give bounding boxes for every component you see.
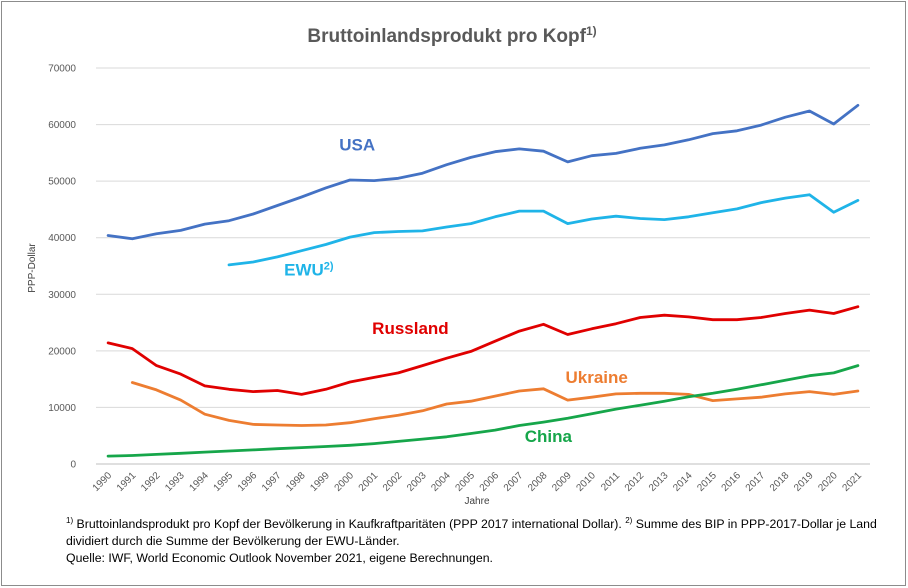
x-tick-labels: 1990 1991 1992 1993 1994 1995 1996 1997 1998 1999…: [91, 470, 865, 494]
x-tick-label: 2004: [429, 470, 453, 494]
x-tick-label: 1996: [236, 470, 260, 494]
x-tick-label: 2011: [599, 470, 622, 493]
footnote-1-text: Bruttoinlandsprodukt pro Kopf der Bevölk…: [73, 517, 626, 531]
x-tick-label: 2021: [841, 470, 865, 494]
x-tick-label: 2000: [333, 470, 357, 494]
x-tick-label: 2001: [357, 470, 381, 494]
y-tick-label: 60000: [48, 120, 76, 131]
x-tick-label: 2007: [502, 470, 526, 494]
x-tick-label: 1998: [284, 470, 308, 494]
x-tick-label: 2017: [744, 470, 768, 494]
footnote-text: 1) Bruttoinlandsprodukt pro Kopf der Bev…: [66, 516, 886, 550]
footnote-1-marker: 1): [66, 516, 74, 525]
x-tick-label: 1990: [91, 470, 115, 494]
y-tick-label: 50000: [48, 177, 76, 188]
x-tick-label: 2014: [671, 470, 695, 494]
x-tick-label: 2010: [574, 470, 598, 494]
x-axis-label: Jahre: [464, 496, 489, 507]
series-label-usa: USA: [339, 136, 375, 155]
x-tick-label: 2002: [381, 470, 405, 494]
x-tick-label: 1992: [139, 470, 163, 494]
series-line-ukraine: [130, 381, 860, 427]
y-tick-label: 20000: [48, 346, 76, 357]
series-labels: USA EWU2) Russland Ukraine China: [284, 136, 628, 446]
series-label-ukraine: Ukraine: [565, 368, 627, 387]
series-label-russland: Russland: [372, 319, 449, 338]
footnote-2-marker: 2): [625, 516, 633, 525]
gridlines: [96, 67, 870, 465]
x-tick-label: 1995: [212, 470, 236, 494]
y-axis-label: PPP-Dollar: [27, 243, 38, 293]
x-tick-label: 2018: [768, 470, 792, 494]
series-label-china: China: [525, 427, 573, 446]
x-tick-label: 2013: [647, 470, 671, 494]
series-lines: [106, 103, 860, 458]
x-tick-label: 1994: [187, 470, 211, 494]
x-tick-label: 2009: [550, 470, 574, 494]
y-tick-label: 40000: [48, 233, 76, 244]
x-tick-label: 2019: [792, 470, 816, 494]
x-tick-label: 2015: [695, 470, 719, 494]
x-tick-label: 1993: [163, 470, 187, 494]
x-tick-label: 2005: [454, 470, 478, 494]
x-tick-label: 2006: [478, 470, 502, 494]
series-line-ewu: [227, 193, 860, 267]
y-tick-label: 70000: [48, 64, 76, 75]
y-tick-label: 30000: [48, 290, 76, 301]
footnotes: 1) Bruttoinlandsprodukt pro Kopf der Bev…: [66, 516, 886, 567]
x-tick-label: 2008: [526, 470, 550, 494]
series-label-ewu: EWU2): [284, 261, 334, 280]
x-tick-label: 2020: [816, 470, 840, 494]
series-line-usa: [106, 103, 860, 241]
x-tick-label: 1997: [260, 470, 284, 494]
y-tick-labels: 0 10000 20000 30000 40000 50000 60000 70000: [48, 64, 76, 471]
source-note: Quelle: IWF, World Economic Outlook Nove…: [66, 551, 493, 565]
x-tick-label: 2012: [623, 470, 647, 494]
footnote-2-text: Summe des BIP in PPP-2017-Dollar je Land…: [66, 517, 877, 548]
x-tick-label: 2003: [405, 470, 429, 494]
chart-title: Bruttoinlandsprodukt pro Kopf1): [307, 24, 596, 47]
y-tick-label: 10000: [48, 403, 76, 414]
y-tick-label: 0: [70, 460, 76, 471]
series-line-china: [106, 364, 860, 458]
x-tick-label: 1999: [308, 470, 332, 494]
x-tick-label: 1991: [115, 470, 139, 494]
chart-canvas: Bruttoinlandsprodukt pro Kopf1) 0 10000 20…: [27, 24, 870, 507]
series-line-russland: [106, 305, 860, 396]
x-tick-label: 2016: [720, 470, 744, 494]
